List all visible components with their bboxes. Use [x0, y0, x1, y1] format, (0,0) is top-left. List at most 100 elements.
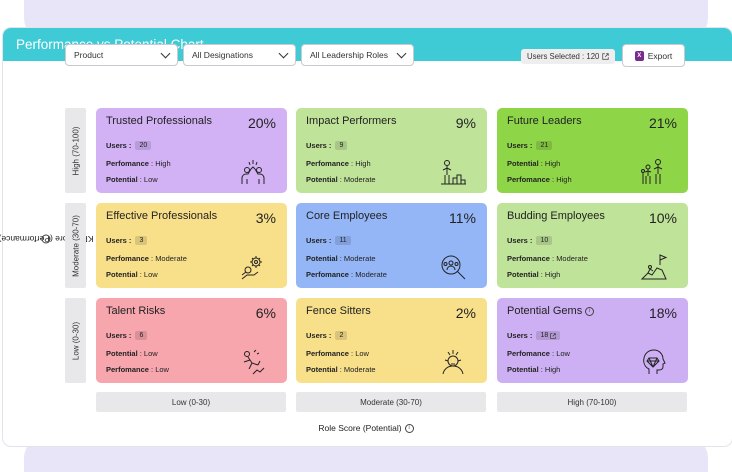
attr-value: : Low: [148, 365, 169, 374]
card-title: Fence Sitters: [306, 305, 371, 317]
card-percentage: 9%: [455, 115, 476, 131]
attr-key: Perfomance: [106, 159, 149, 168]
card-percentage: 11%: [449, 210, 476, 226]
attr-key: Perfomance: [507, 175, 550, 184]
card-percentage: 21%: [648, 115, 677, 131]
leader-group-icon: [641, 159, 663, 184]
users-label: Users :: [507, 331, 533, 340]
card-percentage: 10%: [648, 210, 677, 226]
chevron-down-icon: [160, 48, 171, 59]
users-count-badge: 9: [335, 141, 348, 150]
col-label-high: High (70-100): [497, 392, 687, 412]
users-count-badge: 6: [135, 331, 148, 340]
users-count-badge[interactable]: 18: [536, 331, 561, 340]
users-label: Users :: [106, 331, 132, 340]
attr-value: : High: [538, 159, 561, 168]
info-icon[interactable]: i: [41, 234, 51, 245]
designations-dropdown-value: All Designations: [192, 50, 253, 60]
users-count-badge: 20: [135, 141, 152, 150]
users-count: 18: [540, 332, 549, 339]
attr-key: Potential: [106, 349, 138, 358]
users-count-badge: 2: [335, 331, 348, 340]
leadership-dropdown-value: All Leadership Roles: [310, 50, 388, 60]
attr-value: : Low: [137, 349, 158, 358]
card-fence-sitters[interactable]: Fence Sitters 2% Users :2 Perfomance : L…: [296, 298, 487, 383]
attr-key: Perfomance: [507, 349, 550, 358]
diamond-head-icon: [643, 349, 666, 374]
card-percentage: 20%: [247, 115, 276, 131]
card-title-text: Potential Gems: [507, 305, 583, 317]
users-label: Users :: [106, 236, 132, 245]
external-link-icon: [550, 332, 557, 339]
row-label-text: High (70-100): [71, 126, 80, 175]
attr-key: Perfomance: [306, 270, 349, 279]
attr-value: : Low: [137, 175, 158, 184]
attr-key: Potential: [306, 175, 338, 184]
attr-value: : High: [538, 270, 561, 279]
attr-value: : Moderate: [549, 254, 588, 263]
card-impact-performers[interactable]: Impact Performers 9% Users :9 Perfomance…: [296, 108, 487, 193]
product-dropdown[interactable]: Product: [65, 44, 178, 66]
users-label: Users :: [306, 331, 332, 340]
col-label-low: Low (0-30): [96, 392, 286, 412]
col-label-moderate: Moderate (30-70): [296, 392, 486, 412]
export-button[interactable]: X Export: [622, 44, 685, 67]
users-label: Users :: [306, 141, 332, 150]
attr-key: Potential: [306, 254, 338, 263]
attr-value: : Moderate: [348, 270, 387, 279]
card-trusted-professionals[interactable]: Trusted Professionals 20% Users :20 Perf…: [96, 108, 287, 193]
info-icon[interactable]: i: [404, 423, 414, 433]
card-effective-professionals[interactable]: Effective Professionals 3% Users :3 Perf…: [96, 203, 287, 288]
attr-key: Perfomance: [306, 159, 349, 168]
stressed-person-icon: [442, 350, 464, 375]
users-selected-link[interactable]: Users Selected : 120: [521, 49, 616, 64]
attr-key: Potential: [507, 365, 539, 374]
attr-value: : Moderate: [148, 254, 187, 263]
attr-key: Potential: [507, 159, 539, 168]
card-title: Budding Employees: [507, 210, 605, 222]
climbing-flag-icon: [640, 254, 668, 280]
row-label-moderate: Moderate (30-70): [65, 203, 86, 288]
growth-chart-person-icon: [441, 160, 466, 185]
card-percentage: 18%: [648, 305, 677, 321]
attr-value: : Moderate: [337, 175, 376, 184]
card-potential-gems[interactable]: Potential Gems i 18% Users : 18 Perfomance…: [497, 298, 688, 383]
chevron-down-icon: [396, 48, 407, 59]
card-percentage: 2%: [455, 305, 476, 321]
gears-hand-icon: [241, 256, 262, 280]
info-icon[interactable]: i: [585, 306, 595, 316]
users-selected-text: Users Selected : 120: [527, 52, 600, 61]
users-count-badge: 10: [536, 236, 553, 245]
chevron-down-icon: [278, 48, 289, 59]
external-link-icon: [602, 53, 610, 60]
users-count-badge: 21: [536, 141, 553, 150]
attr-value: : High: [538, 365, 561, 374]
card-talent-risks[interactable]: Talent Risks 6% Users :6 Potential : Low…: [96, 298, 287, 383]
card-title: Trusted Professionals: [106, 115, 212, 127]
users-label: Users :: [306, 236, 332, 245]
leadership-roles-dropdown[interactable]: All Leadership Roles: [301, 44, 414, 66]
row-label-text: Low (0-30): [71, 321, 80, 360]
search-people-icon: [441, 255, 466, 280]
excel-icon: X: [634, 50, 644, 61]
row-label-low: Low (0-30): [65, 298, 86, 383]
product-dropdown-value: Product: [74, 50, 104, 60]
attr-key: Perfomance: [306, 349, 349, 358]
card-percentage: 6%: [255, 305, 276, 321]
card-title: Future Leaders: [507, 115, 582, 127]
x-axis-title-text: Role Score (Potential): [318, 423, 402, 433]
attr-value: : Moderate: [337, 365, 376, 374]
designations-dropdown[interactable]: All Designations: [183, 44, 296, 66]
card-title: Core Employees: [306, 210, 388, 222]
card-future-leaders[interactable]: Future Leaders 21% Users :21 Potential :…: [497, 108, 688, 193]
card-core-employees[interactable]: Core Employees 11% Users :11 Potential :…: [296, 203, 487, 288]
users-label: Users :: [507, 236, 533, 245]
users-label: Users :: [106, 141, 132, 150]
card-title: Potential Gems i: [507, 305, 595, 317]
attr-value: : Low: [137, 270, 158, 279]
export-label: Export: [647, 50, 673, 61]
attr-value: : High: [148, 159, 171, 168]
attr-value: : High: [549, 175, 572, 184]
card-budding-employees[interactable]: Budding Employees 10% Users :10 Perfoman…: [497, 203, 688, 288]
falling-person-icon: [243, 349, 265, 375]
